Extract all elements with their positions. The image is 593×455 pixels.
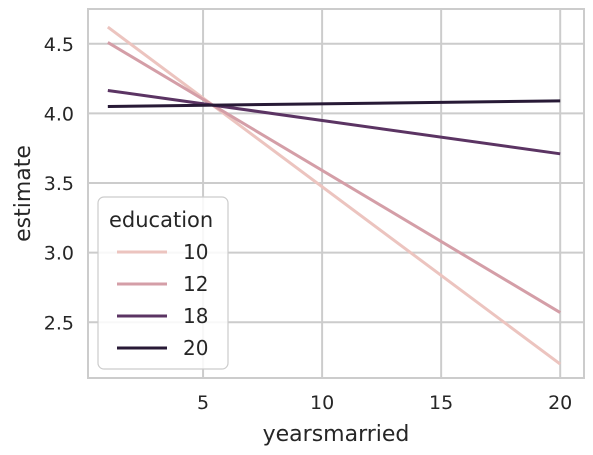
series-line-12 <box>107 41 561 314</box>
series-line-20 <box>107 99 561 108</box>
y-tick-label: 4.0 <box>44 103 74 125</box>
series-line-18 <box>107 88 561 156</box>
series-lines <box>106 25 562 366</box>
x-tick-label: 10 <box>310 392 334 414</box>
x-tick-label: 20 <box>548 392 572 414</box>
legend-label: 20 <box>183 336 208 360</box>
legend-label: 10 <box>183 240 208 264</box>
y-tick-label: 4.5 <box>44 34 74 56</box>
y-tick-label: 3.0 <box>44 243 74 265</box>
legend-label: 18 <box>183 304 208 328</box>
legend-items: 10 12 18 20 <box>117 240 208 360</box>
legend: education 10 12 18 20 <box>97 196 229 370</box>
y-axis-label: estimate <box>11 145 36 242</box>
y-tick-label: 2.5 <box>44 312 74 334</box>
x-axis-label: yearsmarried <box>263 422 410 447</box>
legend-title: education <box>109 208 213 232</box>
legend-label: 12 <box>183 272 208 296</box>
tick-labels: 5 10 15 20 2.5 3.0 3.5 4.0 4.5 <box>44 34 573 414</box>
x-tick-label: 5 <box>197 392 209 414</box>
plot-frame <box>87 8 585 379</box>
x-tick-label: 15 <box>429 392 453 414</box>
y-tick-label: 3.5 <box>44 173 74 195</box>
series-line-10 <box>106 25 562 366</box>
